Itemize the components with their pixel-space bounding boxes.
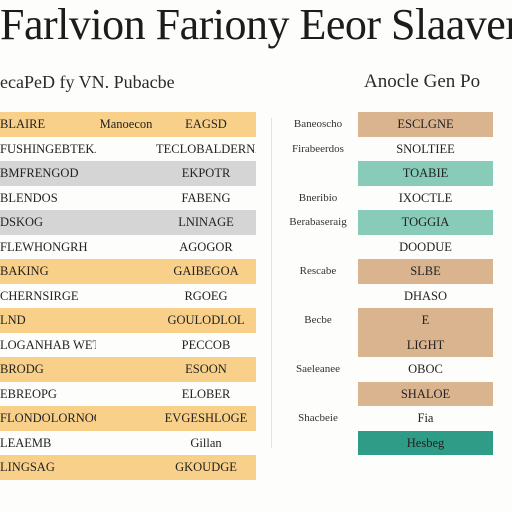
table-row: DOODUE [358,234,493,259]
row-value: DOODUE [399,239,452,254]
table-row: TOABIE [358,161,493,186]
row-label [282,382,354,407]
table-row: SLBE [358,259,493,284]
row-value: RGOEG [184,288,228,303]
table-row: BLAIRE Manoecon EAGSD [0,112,256,137]
row-label: Firabeerdos [292,142,344,155]
row-value: EVGESHLOGE [164,411,248,426]
row-value: TOABIE [402,166,449,181]
table-row: LINGSAG GKOUDGE [0,455,256,480]
row-value: TOGGIA [401,215,450,230]
row-value: SNOLTIEE [396,141,455,156]
table-row: BAKING GAIBEGOA [0,259,256,284]
table-row: FUSHINGEBTEKATO TECLOBALDERNAT [0,136,256,161]
right-table-header: Anocle Gen Po [364,72,481,92]
table-row: LIGHT [358,332,493,357]
row-value: LNINAGE [178,215,234,230]
row-label: Baneoscho [293,118,343,131]
table-row: DHASO [358,283,493,308]
table-row: LND GOULODLOL [0,308,256,333]
column-divider [271,118,272,448]
row-value: GAIBEGOA [173,264,239,279]
row-label: BLAIRE [0,117,46,132]
row-label: Saeleanee [296,363,340,376]
row-value: EAGSD [185,117,227,132]
row-label: Berabaseraig [289,216,347,229]
table-row: CHERNSIRGE RGOEG [0,283,256,308]
table-row: LEAEMB Gillan [0,430,256,455]
table-row: BMFRENGOD EKPOTR [0,161,256,186]
row-label: Becbe [304,314,332,327]
table-row: OBOC [358,357,493,382]
row-value: ESOON [185,362,227,377]
row-value: FABENG [181,190,231,205]
row-label: DSKOG [0,215,44,230]
left-table: BLAIRE Manoecon EAGSD FUSHINGEBTEKATO TECLOB… [0,112,256,480]
table-row: SHALOE [358,381,493,406]
row-label: FLEWHONGRH [0,239,88,254]
row-value: TECLOBALDERNAT [156,141,256,156]
table-row: EBREOPG ELOBER [0,381,256,406]
row-label: FLONDOLORNOC [0,411,96,426]
row-label: LINGSAG [0,460,55,475]
row-label [282,284,354,309]
row-value: SLBE [410,264,441,279]
row-label: Shacbeie [298,412,338,425]
row-value: IXOCTLE [398,190,453,205]
table-row: LOGANHAB WETHETRE PECCOB [0,332,256,357]
row-category: Manoecon [99,117,153,132]
row-value: Gillan [190,435,222,450]
row-label: BRODG [0,362,44,377]
row-label [282,333,354,358]
row-label [282,235,354,260]
row-value: Fia [417,411,434,426]
table-row: SNOLTIEE [358,136,493,161]
row-label [282,161,354,186]
row-label: EBREOPG [0,386,57,401]
row-label: BAKING [0,264,49,279]
row-value: AGOGOR [179,239,233,254]
row-label: BLENDOS [0,190,58,205]
row-label: BMFRENGOD [0,166,79,181]
table-row: FLEWHONGRH AGOGOR [0,234,256,259]
row-value: OBOC [408,362,443,377]
table-row: BRODG ESOON [0,357,256,382]
left-table-header: ecaPeD fy VN. Pubacbe [0,72,175,92]
row-label: Bneribio [298,191,338,204]
row-value: EKPOTR [181,166,231,181]
row-label: CHERNSIRGE [0,288,79,303]
table-row: FLONDOLORNOC EVGESHLOGE [0,406,256,431]
table-row: Fia [358,406,493,431]
row-value: GKOUDGE [175,460,237,475]
row-value: ELOBER [181,386,231,401]
table-row: IXOCTLE [358,185,493,210]
row-value: PECCOB [181,337,231,352]
row-label: Rescabe [299,265,337,278]
row-value: GOULODLOL [167,313,245,328]
table-row: E [358,308,493,333]
row-label: FUSHINGEBTEKATO [0,141,96,156]
row-value: LIGHT [406,337,445,352]
table-row: Hesbeg [358,430,493,455]
row-label: LND [0,313,26,328]
row-label: LEAEMB [0,435,52,450]
table-row: DSKOG LNINAGE [0,210,256,235]
table-row: BLENDOS FABENG [0,185,256,210]
right-table: ESCLGNE SNOLTIEE TOABIE IXOCTLE TOGGIA DOODUE… [358,112,493,455]
row-value: SHALOE [400,386,451,401]
table-row: TOGGIA [358,210,493,235]
right-row-labels: Baneoscho Firabeerdos Bneribio Berabaseraig… [282,112,354,431]
row-value: ESCLGNE [397,117,454,132]
page-title: Farlvion Fariony Eeor Slaaver [0,0,512,49]
row-value: Hesbeg [406,435,445,450]
table-row: ESCLGNE [358,112,493,137]
row-label: LOGANHAB WETHETRE [0,337,96,352]
row-value: E [421,313,430,328]
row-value: DHASO [403,288,448,303]
